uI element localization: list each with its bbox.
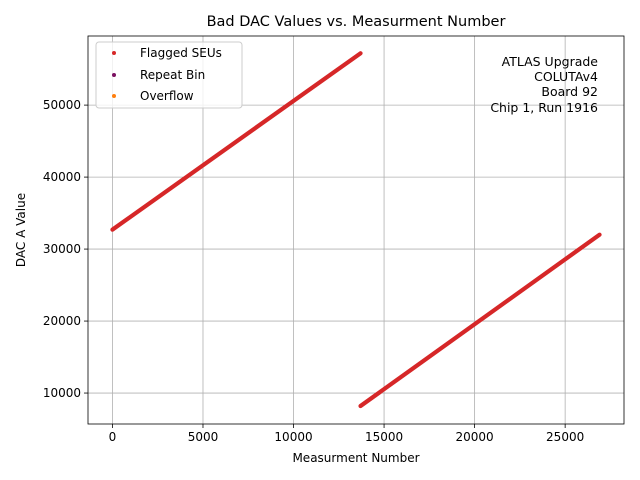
y-tick-label: 30000: [43, 242, 81, 256]
legend-box: [95, 41, 243, 109]
x-tick-label: 25000: [546, 430, 584, 444]
y-tick-label: 50000: [43, 98, 81, 112]
x-tick-label: 20000: [456, 430, 494, 444]
annotation-line-1: ATLAS Upgrade: [502, 54, 599, 69]
legend-label-overflow: Overflow: [140, 89, 194, 103]
chart-title: Bad DAC Values vs. Measurment Number: [207, 14, 506, 30]
legend-label-repeat-bin: Repeat Bin: [140, 68, 205, 82]
plot-frame: [87, 35, 625, 425]
y-tick-label: 10000: [43, 386, 81, 400]
annotation-block: ATLAS Upgrade COLUTAv4 Board 92 Chip 1, …: [490, 54, 598, 115]
x-axis-label: Measurment Number: [292, 451, 419, 465]
legend-marker-repeat-bin: [112, 73, 116, 77]
legend-label-flagged-seus: Flagged SEUs: [140, 46, 222, 60]
x-tick-label: 10000: [274, 430, 312, 444]
x-tick-label: 0: [109, 430, 117, 444]
y-tick-label: 40000: [43, 170, 81, 184]
legend: Flagged SEUs Repeat Bin Overflow: [95, 41, 243, 109]
y-axis-label: DAC A Value: [14, 193, 28, 267]
data-point-run: [358, 232, 602, 409]
y-tick-label: 20000: [43, 314, 81, 328]
legend-marker-flagged-seus: [112, 51, 116, 55]
legend-marker-overflow: [112, 94, 116, 98]
x-tick-label: 5000: [188, 430, 219, 444]
data-points: [110, 51, 602, 409]
annotation-line-2: COLUTAv4: [534, 69, 598, 84]
annotation-line-4: Chip 1, Run 1916: [490, 100, 598, 115]
data-point-run: [110, 51, 363, 232]
axis-ticks: 0 5000 10000 15000 20000 25000 10000 20000 30000…: [43, 98, 584, 444]
x-tick-label: 15000: [365, 430, 403, 444]
annotation-line-3: Board 92: [541, 84, 598, 99]
